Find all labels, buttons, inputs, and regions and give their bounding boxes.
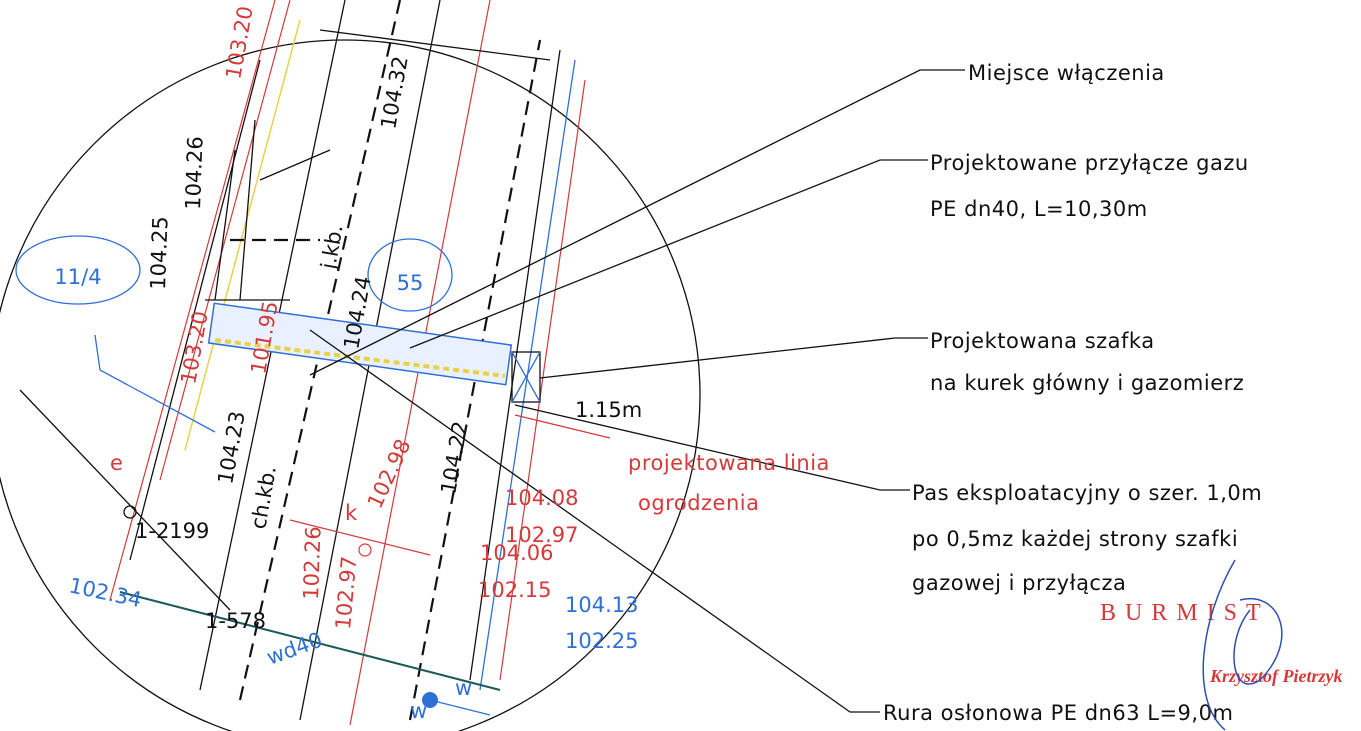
stamp-name: Krzysztof Pietrzyk bbox=[1209, 666, 1343, 686]
elevation: 102.25 bbox=[565, 629, 638, 653]
callout: gazowej i przyłącza bbox=[912, 571, 1126, 595]
fence-note: projektowana linia bbox=[628, 451, 830, 475]
elevation: 102.98 bbox=[363, 435, 416, 512]
elevation: 103.20 bbox=[176, 309, 212, 386]
elevation: 104.25 bbox=[146, 216, 173, 290]
dimension: 1.15m bbox=[575, 398, 642, 422]
label: j.kb. bbox=[316, 223, 348, 272]
elevation: 104.08 bbox=[505, 486, 578, 510]
label: e bbox=[110, 451, 123, 475]
label: wd40 bbox=[264, 628, 326, 670]
page: 11/4 55 104.26 104.25 103.20 104.32 j.kb… bbox=[0, 0, 1361, 731]
elevation: 103.20 bbox=[221, 4, 257, 81]
callout: Pas eksploatacyjny o szer. 1,0m bbox=[912, 481, 1262, 505]
parcel-label: 11/4 bbox=[54, 265, 101, 289]
elevation: 102.97 bbox=[331, 555, 361, 630]
elevation: 102.26 bbox=[299, 526, 326, 600]
elevation: 104.13 bbox=[565, 593, 638, 617]
stamp-title: BURMIST bbox=[1100, 600, 1270, 626]
elevation: 104.32 bbox=[376, 54, 412, 131]
callout: Miejsce włączenia bbox=[968, 61, 1165, 85]
callout: na kurek główny i gazomierz bbox=[930, 371, 1244, 395]
label: w bbox=[410, 699, 427, 723]
label: 1-578 bbox=[205, 609, 266, 633]
elevation: 102.15 bbox=[478, 578, 551, 602]
label: w bbox=[455, 676, 472, 700]
label: 1-2199 bbox=[135, 519, 209, 543]
fence-note: ogrodzenia bbox=[638, 491, 759, 515]
callout: po 0,5mz każdej strony szafki bbox=[912, 527, 1238, 551]
elevation: 104.06 bbox=[480, 541, 553, 565]
node bbox=[359, 544, 371, 556]
callout: Rura osłonowa PE dn63 L=9,0m bbox=[883, 701, 1233, 725]
label: k bbox=[345, 501, 358, 525]
callout: Projektowane przyłącze gazu bbox=[930, 151, 1249, 175]
elevation: 104.23 bbox=[213, 409, 249, 486]
elevation: 102.34 bbox=[67, 573, 144, 612]
parcel-label: 55 bbox=[397, 271, 424, 295]
drawing: 11/4 55 104.26 104.25 103.20 104.32 j.kb… bbox=[0, 0, 1361, 731]
elevation: 104.22 bbox=[436, 419, 472, 496]
elevation: 104.26 bbox=[181, 136, 208, 210]
callout: PE dn40, L=10,30m bbox=[930, 197, 1148, 221]
callout: Projektowana szafka bbox=[930, 329, 1155, 353]
label: ch.kb. bbox=[246, 464, 281, 531]
